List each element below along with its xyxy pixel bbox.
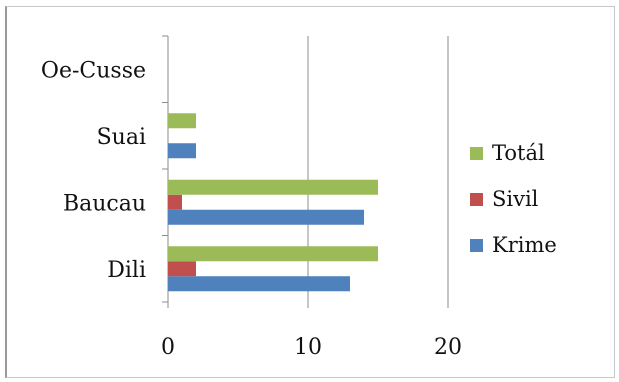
x-tick-label: 20 [434, 335, 462, 360]
x-tick-label: 0 [161, 335, 175, 360]
y-category-label: Dili [107, 258, 146, 283]
legend: Totál Sivil Krime [470, 141, 557, 257]
bar-totál-suai [168, 113, 196, 129]
axis-labels: 0 10 20 Dili Baucau Suai Oe-Cusse [41, 58, 462, 360]
legend-label-sivil: Sivil [492, 187, 539, 211]
bar-totál-baucau [168, 179, 378, 195]
y-category-label: Baucau [63, 191, 146, 216]
y-category-label: Suai [97, 125, 146, 150]
x-tick-label: 10 [294, 335, 322, 360]
axes [162, 35, 449, 308]
legend-swatch-sivil [470, 193, 483, 206]
y-category-label: Oe-Cusse [41, 58, 146, 83]
legend-label-totál: Totál [492, 141, 545, 165]
bar-sivil-dili [168, 261, 196, 277]
grid-lines [307, 36, 449, 302]
legend-swatch-totál [470, 147, 483, 160]
legend-swatch-krime [470, 239, 483, 252]
bars [168, 113, 378, 292]
legend-label-krime: Krime [492, 233, 557, 257]
bar-krime-dili [168, 276, 350, 292]
bar-krime-baucau [168, 209, 364, 225]
bar-krime-suai [168, 143, 196, 159]
bar-sivil-baucau [168, 194, 182, 210]
bar-totál-dili [168, 246, 378, 262]
